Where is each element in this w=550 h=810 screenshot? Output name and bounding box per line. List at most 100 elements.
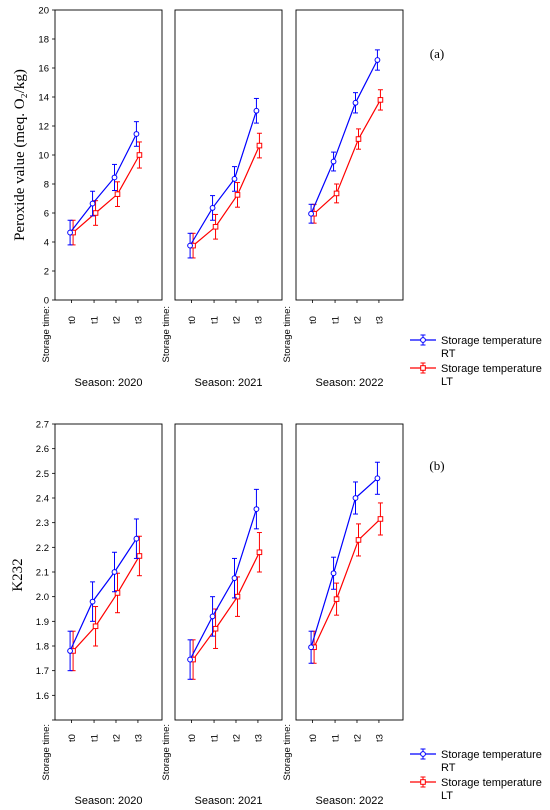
series-line <box>72 555 140 652</box>
legend-label: LT <box>441 376 453 388</box>
data-point <box>212 223 219 230</box>
series-line <box>310 59 378 214</box>
season-label: Season: 2021 <box>195 377 263 389</box>
y-tick-label: 1.8 <box>36 642 49 653</box>
data-point <box>209 205 216 211</box>
facet-2021: t0 t1 t2 t3 Storage time: Season: 2021 <box>161 9 283 389</box>
series-line <box>189 110 257 246</box>
data-point <box>374 475 381 482</box>
facet-2021: t0 t1 t2 t3 Storage time: Season: 2021 <box>161 423 283 807</box>
series-LT <box>311 89 384 224</box>
x-tick-label: t1 <box>90 316 101 324</box>
data-point <box>114 590 121 596</box>
y-tick-label: 2.4 <box>36 494 49 505</box>
y-tick-label: 1.7 <box>36 666 49 677</box>
y-tick-label: 2.5 <box>36 469 49 480</box>
x-tick-label: t2 <box>231 734 242 742</box>
data-point <box>234 593 241 600</box>
x-tick-label: t3 <box>374 734 385 742</box>
data-point <box>355 136 362 142</box>
x-tick-label: t2 <box>352 316 363 324</box>
panel-a: Peroxide value (meq. O₂/kg) 0 2 4 6 8 10 12 14 16… <box>12 6 542 390</box>
series-RT <box>67 518 140 672</box>
x-tick-label: t1 <box>331 316 342 324</box>
data-point <box>352 495 359 501</box>
data-point <box>212 625 219 632</box>
season-label: Season: 2021 <box>195 795 263 807</box>
data-point <box>308 644 314 651</box>
legend-title: Storage temperature <box>441 777 542 789</box>
x-axis-title: Storage time: <box>161 724 172 781</box>
x-tick-label: t0 <box>308 316 319 324</box>
series-line <box>310 477 378 648</box>
season-label: Season: 2020 <box>75 377 143 389</box>
x-tick-label: t2 <box>111 316 122 324</box>
y-tick-label: 2.6 <box>36 444 49 455</box>
data-point <box>352 99 359 106</box>
x-tick-label: t3 <box>253 316 264 324</box>
facet-frame <box>174 9 283 301</box>
series-LT <box>311 502 384 664</box>
x-tick-label: t1 <box>90 734 101 742</box>
series-RT <box>67 121 140 246</box>
series-LT <box>190 132 263 259</box>
y-tick-label: 0 <box>44 296 49 307</box>
data-point <box>187 242 193 249</box>
series-LT <box>190 532 263 680</box>
x-axis-title: Storage time: <box>161 306 172 363</box>
y-tick-label: 1.9 <box>36 617 49 628</box>
series-RT <box>308 461 381 664</box>
x-tick-label: t0 <box>187 316 198 324</box>
x-tick-label: t0 <box>67 734 78 742</box>
data-point <box>136 553 143 559</box>
x-tick-label: t3 <box>374 316 385 324</box>
facet-frame <box>295 423 404 721</box>
x-tick-label: t0 <box>308 734 319 742</box>
y-tick-label: 6 <box>44 209 49 220</box>
y-tick-label: 12 <box>38 122 49 133</box>
y-axis-label: K232 <box>10 558 26 591</box>
series-line <box>69 133 137 233</box>
series-line <box>192 145 260 247</box>
y-tick-label: 2 <box>44 267 49 278</box>
data-point <box>256 142 263 149</box>
data-point <box>355 537 362 543</box>
legend-label: LT <box>441 790 453 802</box>
y-tick-label: 18 <box>38 35 49 46</box>
facet-2022: t0 t1 t2 t3 Storage time: Season: 2022 <box>282 9 404 389</box>
x-tick-label: t1 <box>210 734 221 742</box>
legend-title: Storage temperature <box>441 749 542 761</box>
facet-2020: t0 t1 t2 t3 Storage time: Season: 2020 <box>41 9 163 389</box>
data-point <box>89 200 96 207</box>
data-point <box>253 107 260 114</box>
legend-marker <box>420 365 426 371</box>
y-axis-label: Peroxide value (meq. O₂/kg) <box>12 69 28 241</box>
data-point <box>89 598 96 605</box>
x-tick-label: t0 <box>67 316 78 324</box>
x-axis-title: Storage time: <box>41 306 52 363</box>
x-axis-title: Storage time: <box>41 724 52 781</box>
data-point <box>377 97 384 103</box>
data-point <box>209 613 216 620</box>
series-line <box>72 154 140 234</box>
y-tick-label: 4 <box>44 238 49 249</box>
y-tick-label: 10 <box>38 151 49 162</box>
data-point <box>374 57 381 63</box>
data-point <box>67 229 73 236</box>
data-point <box>187 656 193 663</box>
facet-frame <box>295 9 404 301</box>
data-point <box>308 210 314 217</box>
y-tick-label: 2.2 <box>36 543 49 554</box>
series-line <box>313 518 381 648</box>
series-LT <box>70 141 143 246</box>
y-tick-label: 2.1 <box>36 568 49 579</box>
data-point <box>234 192 241 198</box>
season-label: Season: 2022 <box>316 377 384 389</box>
panel-label: (a) <box>430 46 444 61</box>
series-line <box>313 99 381 215</box>
season-label: Season: 2022 <box>316 795 384 807</box>
x-tick-label: t1 <box>331 734 342 742</box>
panel-b: K232 1.6 1.7 1.8 1.9 2.0 2.1 2.2 2.3 2.4 2.5 2.6 2.7… <box>10 420 542 808</box>
